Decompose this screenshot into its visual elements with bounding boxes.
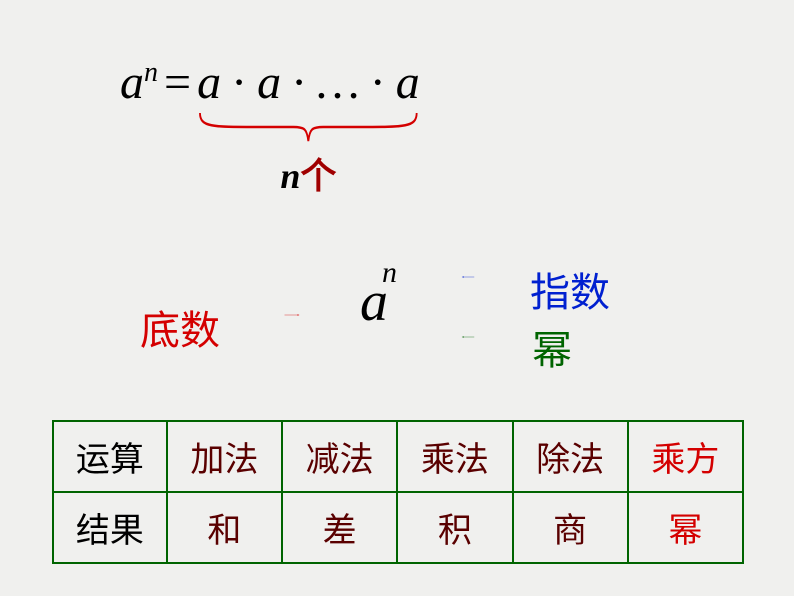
n-count-n: n [280, 156, 300, 196]
center-expression: an [360, 270, 403, 334]
table-cell-highlight: 幂 [628, 492, 743, 563]
equals: = [158, 56, 197, 109]
center-exponent: n [382, 256, 397, 289]
arrow-base-icon [232, 314, 352, 316]
table-cell: 差 [282, 492, 397, 563]
table: 运算 加法 减法 乘法 除法 乘方 结果 和 差 积 商 幂 [52, 420, 744, 564]
n-count-label: n个 [280, 147, 336, 199]
rhs-a2: a [257, 56, 281, 109]
arrow-exponent-icon [418, 276, 518, 278]
lhs-exponent: n [144, 57, 158, 88]
product-group: a·a·…·a n个 [197, 55, 420, 110]
row-header: 运算 [53, 421, 167, 492]
label-power: 幂 [532, 318, 572, 376]
n-count-ge: 个 [300, 156, 336, 196]
row-header: 结果 [53, 492, 167, 563]
table-cell: 和 [167, 492, 282, 563]
operations-table: 运算 加法 减法 乘法 除法 乘方 结果 和 差 积 商 幂 [52, 420, 744, 564]
formula-definition: an=a·a·…·a n个 [120, 55, 420, 110]
table-cell: 积 [397, 492, 512, 563]
underbrace-icon [197, 111, 420, 147]
formula-text: an=a·a·…·a n个 [120, 55, 420, 110]
dots: … [317, 56, 360, 109]
table-row: 结果 和 差 积 商 幂 [53, 492, 743, 563]
table-cell: 乘法 [397, 421, 512, 492]
dot-1: · [221, 56, 257, 109]
lhs-base: a [120, 56, 144, 109]
table-cell: 商 [513, 492, 628, 563]
rhs-a3: a [396, 56, 420, 109]
table-cell: 减法 [282, 421, 397, 492]
arrow-power-icon [418, 336, 518, 338]
table-cell: 加法 [167, 421, 282, 492]
dot-3: · [360, 56, 396, 109]
terminology-diagram: 底数 an 指数 幂 [0, 270, 794, 410]
label-base: 底数 [140, 298, 220, 356]
dot-2: · [281, 56, 317, 109]
label-exponent: 指数 [530, 260, 610, 318]
table-cell-highlight: 乘方 [628, 421, 743, 492]
table-cell: 除法 [513, 421, 628, 492]
rhs-a1: a [197, 56, 221, 109]
table-row: 运算 加法 减法 乘法 除法 乘方 [53, 421, 743, 492]
